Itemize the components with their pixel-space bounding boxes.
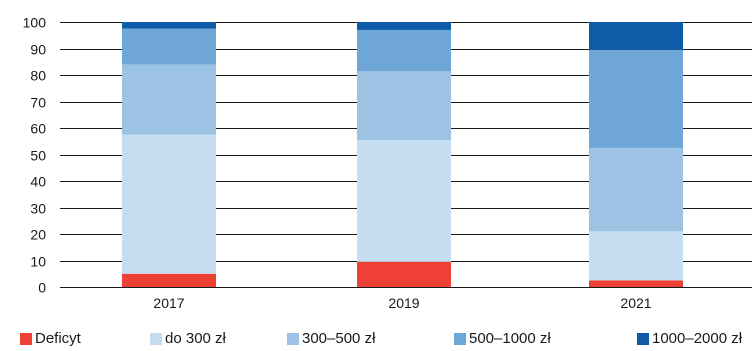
bar-segment xyxy=(589,280,683,287)
bar-segment xyxy=(122,134,216,274)
bar-segment xyxy=(122,273,216,287)
legend-swatch xyxy=(637,332,649,345)
x-tick-label: 2019 xyxy=(388,295,419,311)
x-tick-label: 2021 xyxy=(620,295,651,311)
legend-swatch xyxy=(150,332,162,345)
bar-segment xyxy=(122,22,216,29)
bar-segment xyxy=(357,139,451,262)
y-tick-label: 90 xyxy=(30,42,46,58)
x-tick-label: 2017 xyxy=(153,295,184,311)
y-axis-ticks: 0 10 20 30 40 50 60 70 80 90 100 xyxy=(23,15,47,296)
legend-swatch xyxy=(20,332,32,345)
y-tick-label: 40 xyxy=(30,174,46,190)
x-axis-ticks: 2017 2019 2021 xyxy=(153,295,651,311)
legend-label: 300–500 zł xyxy=(302,330,376,347)
bar-segment xyxy=(357,22,451,30)
y-tick-label: 20 xyxy=(30,227,46,243)
bar-segment xyxy=(589,147,683,232)
y-tick-label: 50 xyxy=(30,148,46,164)
legend-label: do 300 zł xyxy=(165,330,226,347)
y-tick-label: 0 xyxy=(38,280,46,296)
y-tick-label: 80 xyxy=(30,68,46,84)
bar-segment xyxy=(122,64,216,135)
legend-swatch xyxy=(287,332,299,345)
legend-item: 300–500 zł xyxy=(287,330,375,347)
y-tick-label: 30 xyxy=(30,201,46,217)
bar-segment xyxy=(357,71,451,140)
legend-label: Deficyt xyxy=(35,330,81,347)
legend-item: 1000–2000 zł xyxy=(637,330,742,347)
bar-segment xyxy=(122,28,216,65)
y-tick-label: 60 xyxy=(30,121,46,137)
bar-segment xyxy=(589,22,683,50)
stacked-bar-chart: 0 10 20 30 40 50 60 70 80 90 100 2017 2019 2021 xyxy=(23,15,752,311)
y-tick-label: 70 xyxy=(30,95,46,111)
legend-label: 500–1000 zł xyxy=(469,330,551,347)
bar-segment xyxy=(589,231,683,281)
legend: Deficyt do 300 zł 300–500 zł 500–1000 zł 100… xyxy=(0,330,752,351)
bars xyxy=(122,22,683,287)
bar-segment xyxy=(357,261,451,287)
y-tick-label: 100 xyxy=(23,15,47,31)
legend-swatch xyxy=(454,332,466,345)
legend-item: Deficyt xyxy=(20,330,81,347)
bar-segment xyxy=(357,29,451,72)
legend-label: 1000–2000 zł xyxy=(652,330,743,347)
bar-segment xyxy=(589,49,683,148)
legend-item: do 300 zł xyxy=(150,330,226,347)
legend-item: 500–1000 zł xyxy=(454,330,551,347)
y-tick-label: 10 xyxy=(30,254,46,270)
